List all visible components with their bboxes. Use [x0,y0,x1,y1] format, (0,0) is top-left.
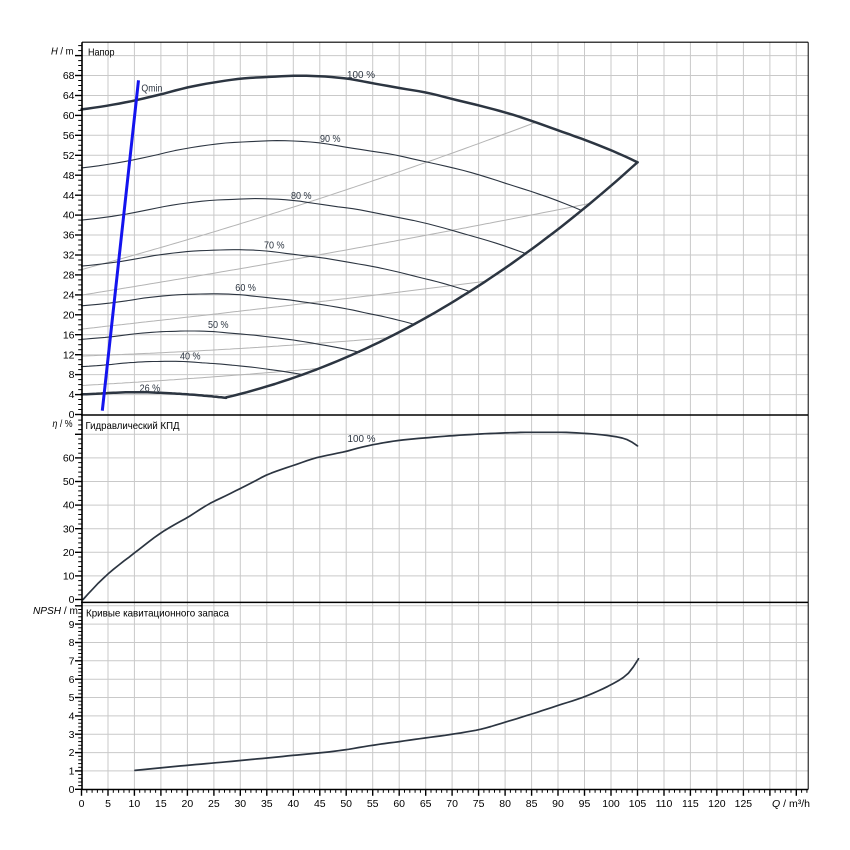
svg-text:90 %: 90 % [320,133,341,145]
svg-text:120: 120 [708,798,726,810]
svg-text:4: 4 [69,711,75,723]
svg-text:8: 8 [69,369,75,381]
svg-text:η / %: η / % [53,418,73,430]
svg-text:55: 55 [367,798,379,810]
svg-text:125: 125 [735,798,753,810]
svg-text:60: 60 [393,798,405,810]
svg-text:32: 32 [63,250,75,262]
svg-text:25: 25 [208,798,220,810]
svg-text:100 %: 100 % [347,69,375,81]
svg-text:0: 0 [69,784,75,796]
svg-text:Q / m³/h: Q / m³/h [772,798,810,810]
svg-text:H / m: H / m [51,46,74,58]
svg-text:28: 28 [63,270,75,282]
svg-text:10: 10 [129,798,141,810]
svg-text:0: 0 [79,798,85,810]
svg-text:1: 1 [69,766,75,778]
svg-text:30: 30 [63,523,75,535]
svg-text:3: 3 [69,729,75,741]
svg-text:85: 85 [526,798,538,810]
svg-text:50: 50 [63,476,75,488]
svg-text:10: 10 [63,571,75,583]
svg-text:0: 0 [69,409,75,421]
svg-text:7: 7 [69,655,75,667]
svg-text:20: 20 [63,309,75,321]
svg-text:30: 30 [234,798,246,810]
svg-text:9: 9 [69,619,75,631]
svg-text:Кривые кавитационного запаса: Кривые кавитационного запаса [86,607,229,619]
svg-text:60: 60 [63,453,75,465]
svg-text:0: 0 [69,594,75,606]
svg-text:40: 40 [287,798,299,810]
svg-text:Гидравлический КПД: Гидравлический КПД [86,420,180,432]
svg-text:24: 24 [63,290,75,302]
svg-text:15: 15 [155,798,167,810]
svg-text:Напор: Напор [88,47,115,59]
svg-text:20: 20 [182,798,194,810]
svg-text:95: 95 [579,798,591,810]
svg-text:52: 52 [63,150,75,162]
svg-text:40: 40 [63,500,75,512]
svg-text:44: 44 [63,190,75,202]
svg-text:60 %: 60 % [235,282,256,294]
svg-text:60: 60 [63,110,75,122]
svg-text:70: 70 [446,798,458,810]
svg-text:56: 56 [63,130,75,142]
svg-text:75: 75 [473,798,485,810]
svg-text:12: 12 [63,349,75,361]
svg-text:5: 5 [69,692,75,704]
svg-text:35: 35 [261,798,273,810]
svg-text:8: 8 [69,637,75,649]
svg-text:100: 100 [602,798,620,810]
svg-text:110: 110 [656,798,673,810]
svg-text:16: 16 [63,329,75,341]
svg-text:40: 40 [63,210,75,222]
svg-text:40 %: 40 % [180,350,201,362]
svg-text:50: 50 [340,798,352,810]
svg-text:20: 20 [63,547,75,559]
svg-text:5: 5 [105,798,111,810]
svg-text:65: 65 [420,798,432,810]
svg-text:68: 68 [63,70,75,82]
svg-text:48: 48 [63,170,75,182]
svg-text:50 %: 50 % [208,319,229,331]
svg-text:80: 80 [499,798,511,810]
svg-text:90: 90 [552,798,564,810]
svg-text:Qmin: Qmin [141,83,162,95]
svg-text:26 %: 26 % [140,383,161,395]
svg-text:2: 2 [69,747,75,759]
svg-text:105: 105 [629,798,647,810]
svg-text:115: 115 [682,798,699,810]
svg-text:70 %: 70 % [264,239,285,251]
svg-text:80 %: 80 % [291,190,312,202]
svg-text:36: 36 [63,230,75,242]
svg-text:100 %: 100 % [348,433,376,445]
svg-text:6: 6 [69,674,75,686]
svg-text:NPSH / m: NPSH / m [33,605,78,617]
svg-text:45: 45 [314,798,326,810]
svg-text:64: 64 [63,90,75,102]
svg-text:4: 4 [69,389,75,401]
